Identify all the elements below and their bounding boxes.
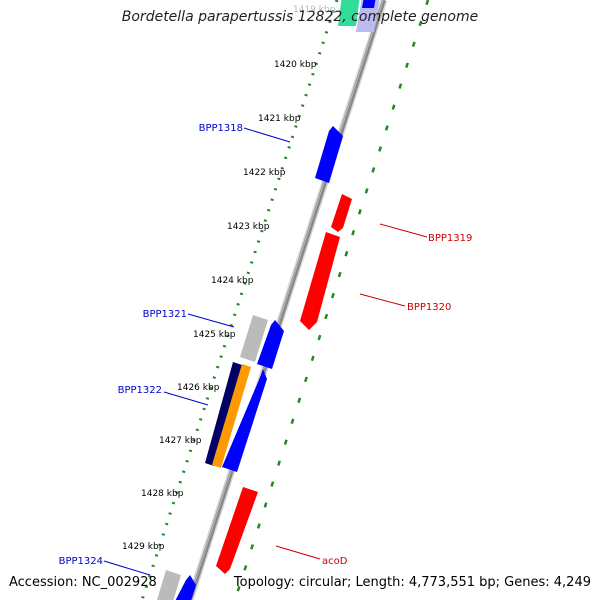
gene-label-BPP1318[interactable]: BPP1318 [199, 123, 243, 134]
gene-label-acoD[interactable]: acoD [322, 556, 348, 567]
map-title: Bordetella parapertussis 12822, complete… [121, 9, 479, 25]
leader-BPP1322 [163, 391, 209, 406]
leader-BPP1321 [187, 313, 235, 328]
gene-arrow-BPP1321[interactable] [257, 320, 284, 369]
tick-label: 1425 kbp [193, 330, 236, 340]
feature-top-blue [362, 0, 376, 8]
feature-orange-BPP1322 [212, 364, 251, 468]
tick-label: 1427 kbp [159, 436, 202, 446]
feature-top-green [338, 0, 360, 26]
tick-label: 1424 kbp [211, 276, 254, 286]
tick-label: 1426 kbp [177, 383, 220, 393]
gene-arrow-BPP1322[interactable] [222, 369, 267, 472]
gene-arrow-BPP1318[interactable] [315, 126, 343, 183]
gene-arrow-BPP1320[interactable] [300, 232, 340, 330]
leader-BPP1324 [103, 560, 151, 576]
tick-label: 1422 kbp [243, 168, 286, 178]
tick-label: 1421 kbp [258, 114, 301, 124]
leader-BPP1318 [243, 127, 291, 143]
tick-label: 1419 kbp [293, 5, 336, 15]
tick-label: 1428 kbp [141, 489, 184, 499]
genome-backbone [186, 0, 388, 600]
accession-text: Accession: NC_002928 [9, 575, 157, 590]
gene-label-BPP1321[interactable]: BPP1321 [143, 309, 187, 320]
genome-summary-text: Topology: circular; Length: 4,773,551 bp… [233, 575, 591, 590]
gene-arrow-BPP1324[interactable] [173, 575, 196, 600]
leader-BPP1320 [359, 293, 406, 307]
feature-grey-BPP1321 [240, 315, 268, 362]
leader-acoD [275, 545, 321, 560]
gene-label-BPP1324[interactable]: BPP1324 [59, 556, 103, 567]
feature-navy-BPP1322 [205, 362, 242, 466]
tick-label: 1423 kbp [227, 222, 270, 232]
tick-label: 1420 kbp [274, 60, 317, 70]
feature-grey-BPP1324 [157, 570, 181, 600]
gene-label-BPP1319[interactable]: BPP1319 [428, 233, 472, 244]
tick-label: 1429 kbp [122, 542, 165, 552]
gene-arrow-BPP1319[interactable] [331, 194, 352, 232]
gene-label-BPP1322[interactable]: BPP1322 [118, 385, 162, 396]
gene-label-BPP1320[interactable]: BPP1320 [407, 302, 451, 313]
forward-dashed-track [233, 0, 430, 600]
leader-BPP1319 [379, 223, 428, 238]
gene-arrow-acoD[interactable] [216, 487, 258, 574]
